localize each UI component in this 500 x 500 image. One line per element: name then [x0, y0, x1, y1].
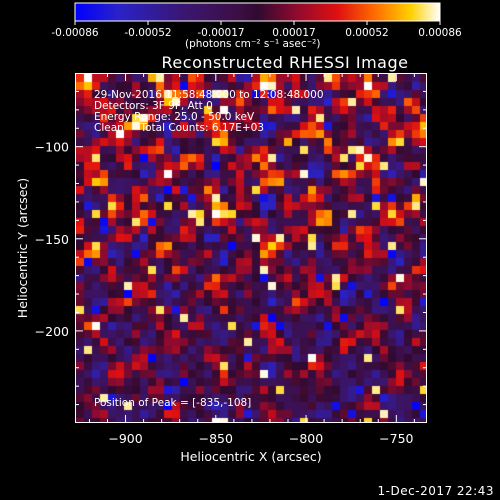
colorbar-unit-label: (photons cm⁻² s⁻¹ asec⁻²) [185, 38, 321, 50]
y-tick-label: −150 [35, 232, 69, 247]
detectors-text: Detectors: 3F 9F, Att 0 [94, 100, 213, 112]
colorbar-tick-label: 0.00017 [272, 27, 315, 39]
colorbar-tick-label: 0.00086 [418, 27, 462, 39]
x-tick-label: −850 [199, 431, 233, 446]
time-range-text: 29-Nov-2016 11:58:48.000 to 12:08:48.000 [94, 89, 324, 101]
plot-title: Reconstructed RHESSI Image [161, 53, 409, 72]
colorbar-tick-label: 0.00052 [345, 27, 388, 39]
footer-date: 1-Dec-2017 22:43 [377, 484, 494, 498]
x-tick-label: −800 [289, 431, 323, 446]
peak-position-text: Position of Peak = [-835,-108] [94, 397, 252, 409]
x-tick-label: −750 [379, 431, 413, 446]
colorbar-svg: -0.00086 -0.00052 -0.00017 0.00017 0.00052 0.… [51, 2, 462, 39]
x-axis-label: Heliocentric X (arcsec) [180, 449, 321, 464]
y-tick-label: −200 [35, 324, 69, 339]
colorbar: -0.00086 -0.00052 -0.00017 0.00017 0.00052 0.… [0, 0, 500, 60]
colorbar-tick-label: -0.00017 [197, 27, 244, 39]
colorbar-gradient [74, 2, 441, 22]
x-tick-label: −900 [108, 431, 142, 446]
energy-range-text: Energy Range: 25.0 - 50.0 keV [94, 111, 255, 123]
clean-counts-text: Clean Total Counts: 6.17E+03 [94, 122, 265, 134]
plot-area: 29-Nov-2016 11:58:48.000 to 12:08:48.000… [75, 73, 427, 423]
y-tick-label: −100 [35, 140, 69, 155]
heatmap-image [76, 74, 426, 422]
colorbar-tick-label: -0.00052 [124, 27, 171, 39]
y-axis-label: Heliocentric Y (arcsec) [15, 178, 30, 318]
colorbar-tick-label: -0.00086 [51, 27, 99, 39]
